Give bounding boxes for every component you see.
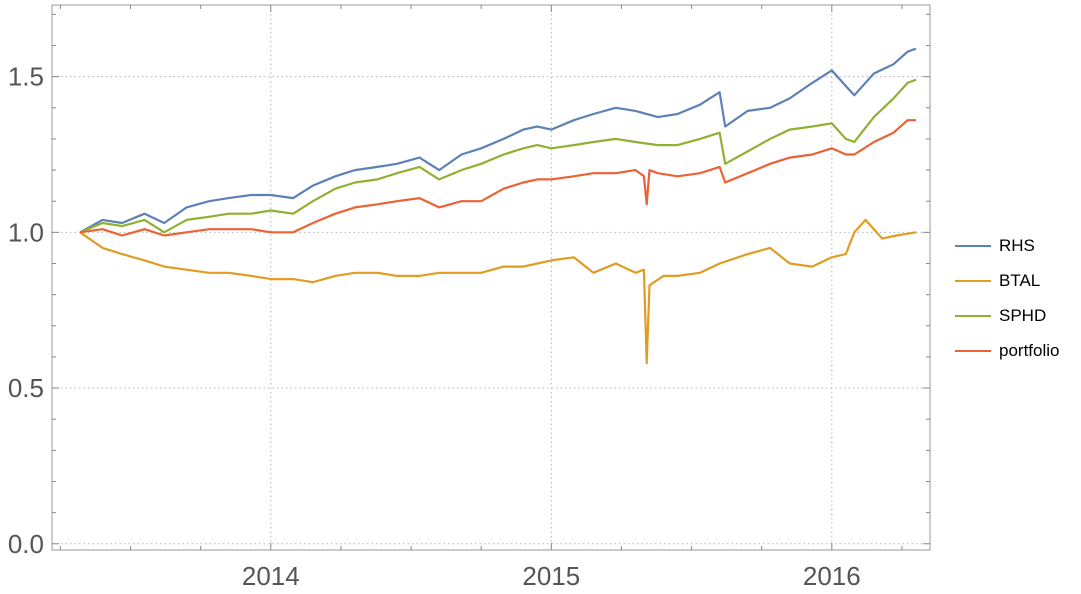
series-line-sphd [79,78,917,234]
x-tick-label-2014: 2014 [242,561,300,591]
series-line-btal [79,218,917,365]
legend-label-btal: BTAL [999,270,1041,290]
legend-swatch-rhs [955,244,991,247]
legend-swatch-sphd [955,314,991,317]
series-group [79,47,917,365]
y-tick-label-0-5: 0.5 [8,373,44,403]
legend-swatch-btal [955,279,991,282]
legend-swatch-portfolio [955,349,991,352]
y-axis-tick-labels: 0.0 0.5 1.0 1.5 [8,62,44,559]
x-axis-ticks [59,5,903,550]
grid [52,5,930,550]
x-axis-tick-labels: 2014 2015 2016 [242,561,861,591]
y-tick-label-0: 0.0 [8,529,44,559]
series-line-rhs [79,47,917,234]
legend-label-sphd: SPHD [999,305,1047,325]
y-tick-label-1: 1.0 [8,217,44,247]
series-line-portfolio [79,119,916,237]
legend-label-portfolio: portfolio [999,340,1060,360]
legend-item-btal: BTAL [955,263,1059,298]
legend-label-rhs: RHS [999,235,1035,255]
plot-frame [51,4,931,551]
x-tick-label-2015: 2015 [522,561,580,591]
legend-item-portfolio: portfolio [955,333,1059,368]
y-tick-label-1-5: 1.5 [8,62,44,92]
legend-item-rhs: RHS [955,228,1059,263]
legend: RHS BTAL SPHD portfolio [955,228,1059,368]
x-tick-label-2016: 2016 [803,561,861,591]
legend-item-sphd: SPHD [955,298,1059,333]
y-axis-ticks [52,13,930,545]
